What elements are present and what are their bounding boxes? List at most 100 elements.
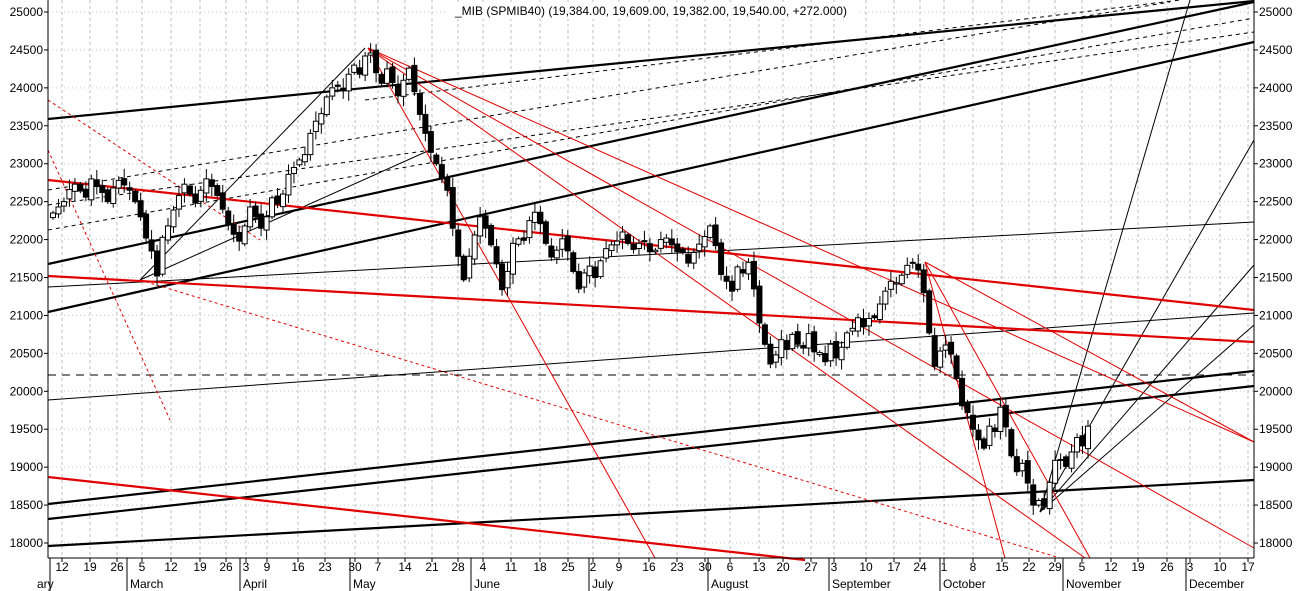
x-day-label: 11 [505, 560, 518, 574]
candle-body [635, 242, 642, 250]
candle [696, 234, 703, 259]
candle-body [794, 331, 801, 345]
candle-body [581, 272, 588, 288]
candle [887, 271, 894, 298]
candle-body [668, 238, 675, 246]
x-month-label: November [1066, 577, 1121, 591]
candle [608, 240, 615, 257]
x-day-label: 17 [887, 560, 901, 574]
candle-body [871, 315, 878, 319]
candle [99, 179, 106, 203]
y-tick-label-left: 19500 [10, 422, 44, 436]
candle-body [482, 215, 489, 229]
candle [668, 229, 675, 253]
candle [674, 237, 681, 262]
candle [208, 173, 215, 197]
candle [307, 129, 314, 161]
candle-body [455, 229, 462, 257]
candle-body [778, 339, 785, 359]
x-day-label: 6 [727, 560, 734, 574]
candle-body [192, 193, 199, 204]
candle-body [181, 183, 188, 194]
candle-body [887, 280, 894, 290]
candle [975, 424, 982, 450]
candle-body [148, 239, 155, 252]
candle-body [959, 377, 966, 407]
candle [252, 201, 259, 223]
candle [165, 217, 171, 245]
candle [767, 336, 774, 369]
candle [433, 152, 440, 166]
candle-body [499, 263, 506, 291]
candle [318, 107, 325, 134]
candle-body [1008, 429, 1015, 457]
candle-body [625, 234, 631, 244]
candle [466, 248, 473, 283]
x-month-label: July [592, 577, 613, 591]
x-day-label: 22 [1022, 560, 1036, 574]
candle [761, 322, 768, 347]
candle-body [1074, 437, 1081, 453]
y-tick-label-right: 21000 [1259, 308, 1293, 322]
x-month-label: September [832, 577, 891, 591]
candle [225, 206, 232, 231]
candle-body [575, 270, 582, 290]
candle-body [592, 266, 599, 278]
candle [876, 296, 883, 324]
candle-body [263, 216, 270, 231]
candle-body [154, 250, 161, 277]
candle [110, 180, 117, 208]
candle-body [712, 224, 719, 247]
y-tick-label-right: 22000 [1259, 233, 1293, 247]
candle [493, 238, 500, 269]
candle [520, 229, 527, 245]
candle [510, 237, 516, 285]
candle [537, 206, 544, 234]
candle [460, 253, 467, 283]
x-day-label: 4 [480, 560, 487, 574]
candle-body [126, 187, 133, 191]
candle-body [652, 249, 659, 253]
candle-body [1046, 481, 1053, 510]
candle [285, 164, 292, 203]
x-month-label: June [474, 577, 500, 591]
candle [175, 185, 182, 218]
y-tick-label-left: 19000 [10, 460, 44, 474]
candle-body [942, 344, 949, 351]
candle-body [805, 333, 812, 349]
candle-body [1057, 458, 1064, 461]
x-day-label: 10 [859, 560, 873, 574]
candle [701, 230, 708, 257]
candle [657, 231, 664, 253]
candle-body [466, 255, 473, 279]
candle-body [110, 187, 117, 204]
candle [126, 181, 133, 201]
candle-body [1035, 500, 1042, 506]
candle-body [367, 52, 374, 56]
candle [625, 232, 631, 246]
candle-body [789, 333, 796, 350]
candle-body [674, 243, 681, 253]
candle-body [170, 209, 177, 228]
trendline [47, 369, 1255, 506]
x-day-label: 3 [1187, 560, 1194, 574]
candle-body [997, 406, 1004, 432]
candle-body [71, 183, 78, 192]
candle [416, 89, 423, 121]
candle [646, 237, 653, 262]
candle-body [931, 335, 938, 367]
y-tick-label-right: 24000 [1259, 81, 1293, 95]
candle-body [1024, 460, 1031, 484]
candle-body [252, 205, 259, 218]
x-day-label: 10 [1213, 560, 1227, 574]
x-day-label: 17 [1241, 560, 1255, 574]
candle-body [898, 274, 905, 285]
candle-body [876, 303, 883, 321]
trendline [139, 279, 1061, 559]
candle-body [345, 73, 352, 92]
x-month-label: October [943, 577, 986, 591]
candle-body [258, 213, 265, 229]
candle [652, 247, 659, 254]
candle-body [980, 438, 987, 449]
candle [986, 418, 993, 450]
